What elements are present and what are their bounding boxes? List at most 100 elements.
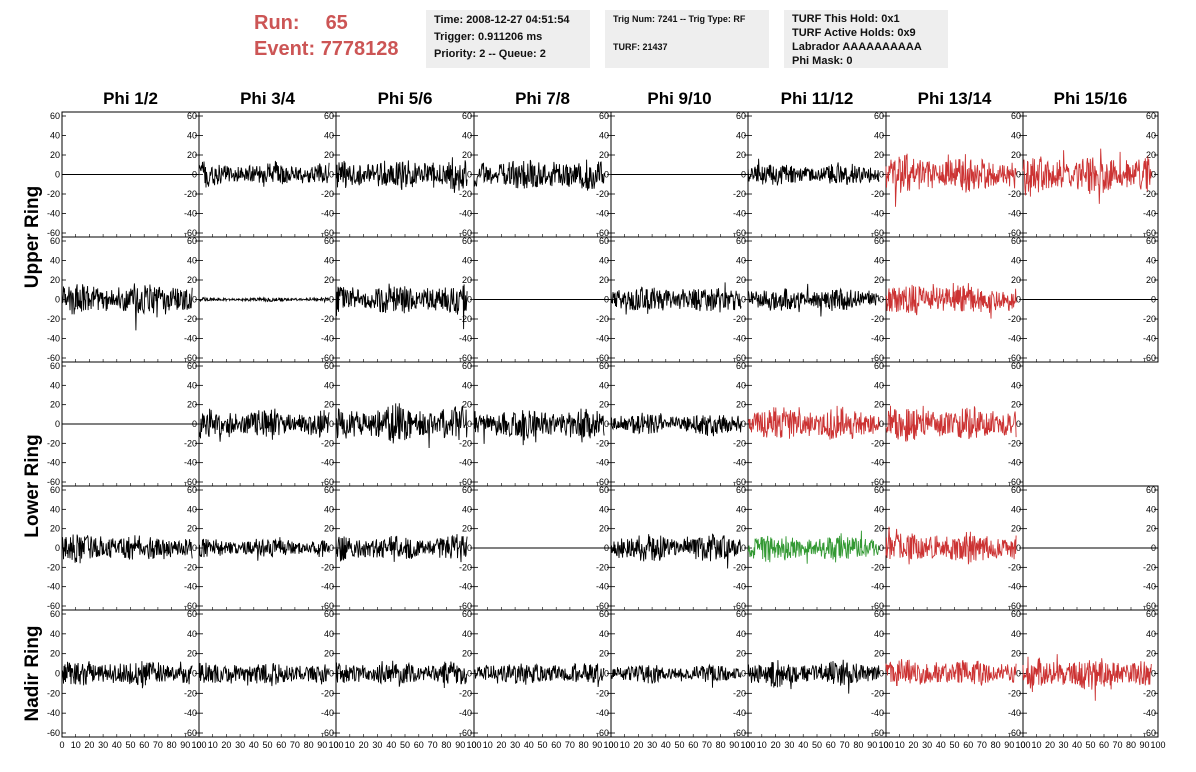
turf-hold-line: TURF This Hold: 0x1 (792, 13, 900, 25)
y-tick-label: -40 (871, 334, 884, 344)
waveform-trace (198, 296, 330, 304)
time-info-box: Time: 2008-12-27 04:51:54 Trigger: 0.911… (426, 10, 590, 68)
x-tick-label: 40 (661, 740, 671, 750)
x-tick-label: 90 (1139, 740, 1149, 750)
y-tick-label: -20 (47, 189, 60, 199)
y-tick-label: -60 (733, 228, 746, 238)
y-tick-label: -40 (596, 209, 609, 219)
ring-label: Nadir Ring (22, 625, 43, 721)
y-tick-label: -40 (871, 708, 884, 718)
y-tick-label: -20 (1008, 189, 1021, 199)
y-tick-label: -60 (596, 353, 609, 363)
y-tick-label: 20 (50, 649, 60, 659)
x-tick-label: 80 (991, 740, 1001, 750)
waveform-trace (335, 283, 468, 330)
y-tick-label: 20 (874, 150, 884, 160)
y-tick-label: -60 (733, 601, 746, 611)
y-tick-label: 60 (187, 236, 197, 246)
y-tick-label: -20 (184, 438, 197, 448)
y-tick-label: -60 (733, 728, 746, 738)
y-tick-label: 60 (736, 236, 746, 246)
y-tick-label: 60 (874, 361, 884, 371)
y-tick-label: -60 (184, 228, 197, 238)
x-tick-label: 70 (977, 740, 987, 750)
y-tick-label: -60 (184, 477, 197, 487)
y-tick-label: 40 (736, 504, 746, 514)
x-tick-label: 80 (167, 740, 177, 750)
y-tick-label: 20 (187, 275, 197, 285)
waveform-trace (335, 403, 468, 449)
y-tick-label: 60 (50, 236, 60, 246)
waveform-trace (610, 412, 742, 437)
x-tick-label: 90 (180, 740, 190, 750)
y-tick-label: 40 (50, 256, 60, 266)
x-tick-label: 30 (1058, 740, 1068, 750)
y-tick-label: 40 (1146, 504, 1156, 514)
y-tick-label: 40 (1146, 131, 1156, 141)
y-tick-label: -60 (596, 728, 609, 738)
y-tick-label: 0 (741, 669, 746, 679)
y-tick-label: -40 (1143, 334, 1156, 344)
y-tick-label: 60 (599, 361, 609, 371)
y-tick-label: 40 (736, 256, 746, 266)
y-tick-label: -40 (47, 458, 60, 468)
x-tick-label: 10 (1031, 740, 1041, 750)
y-tick-label: 0 (1151, 170, 1156, 180)
y-tick-label: 60 (1146, 485, 1156, 495)
y-tick-label: -60 (459, 601, 472, 611)
x-tick-label: 50 (1085, 740, 1095, 750)
y-tick-label: 40 (599, 256, 609, 266)
y-tick-label: -20 (47, 438, 60, 448)
x-tick-label: 100 (1150, 740, 1165, 750)
y-tick-label: 60 (1146, 609, 1156, 619)
y-tick-label: -60 (871, 228, 884, 238)
x-tick-label: 10 (208, 740, 218, 750)
y-tick-label: -20 (1143, 688, 1156, 698)
y-tick-label: -40 (184, 334, 197, 344)
y-tick-label: 20 (599, 524, 609, 534)
y-tick-label: -20 (596, 688, 609, 698)
y-tick-label: 20 (462, 649, 472, 659)
waveform-trace (747, 283, 880, 317)
waveform-trace (61, 661, 193, 689)
y-tick-label: -20 (321, 438, 334, 448)
y-tick-label: -20 (871, 688, 884, 698)
y-tick-label: 20 (324, 524, 334, 534)
y-tick-label: -60 (1143, 601, 1156, 611)
y-tick-label: 20 (462, 524, 472, 534)
y-tick-label: 0 (879, 543, 884, 553)
y-tick-label: 20 (874, 649, 884, 659)
y-tick-label: 40 (50, 131, 60, 141)
waveform-trace (747, 158, 880, 186)
trigger-line: Trigger: 0.911206 ms (434, 31, 543, 43)
y-tick-label: 0 (1016, 543, 1021, 553)
y-tick-label: -20 (1143, 314, 1156, 324)
x-tick-label: 70 (702, 740, 712, 750)
y-tick-label: 0 (192, 543, 197, 553)
x-tick-label: 50 (537, 740, 547, 750)
y-tick-label: 0 (879, 170, 884, 180)
y-tick-label: -40 (47, 708, 60, 718)
x-tick-label: 0 (608, 740, 613, 750)
y-tick-label: -20 (1008, 688, 1021, 698)
y-tick-label: -60 (1008, 477, 1021, 487)
y-tick-label: -40 (1008, 582, 1021, 592)
y-tick-label: -20 (733, 438, 746, 448)
event-value: 7778128 (320, 38, 399, 60)
y-tick-label: 60 (462, 609, 472, 619)
x-tick-label: 50 (125, 740, 135, 750)
y-tick-label: 60 (50, 609, 60, 619)
y-tick-label: 40 (187, 380, 197, 390)
x-tick-label: 60 (826, 740, 836, 750)
y-tick-label: 40 (874, 131, 884, 141)
trigger-info-box: Trig Num: 7241 -- Trig Type: RF TURF: 21… (605, 10, 769, 68)
y-tick-label: -40 (1008, 334, 1021, 344)
y-tick-label: -20 (871, 189, 884, 199)
y-tick-label: -60 (321, 353, 334, 363)
y-tick-label: 60 (462, 236, 472, 246)
x-tick-label: 20 (908, 740, 918, 750)
y-tick-label: -60 (1008, 728, 1021, 738)
y-tick-label: -40 (871, 582, 884, 592)
x-tick-label: 100 (328, 740, 343, 750)
x-tick-label: 10 (620, 740, 630, 750)
